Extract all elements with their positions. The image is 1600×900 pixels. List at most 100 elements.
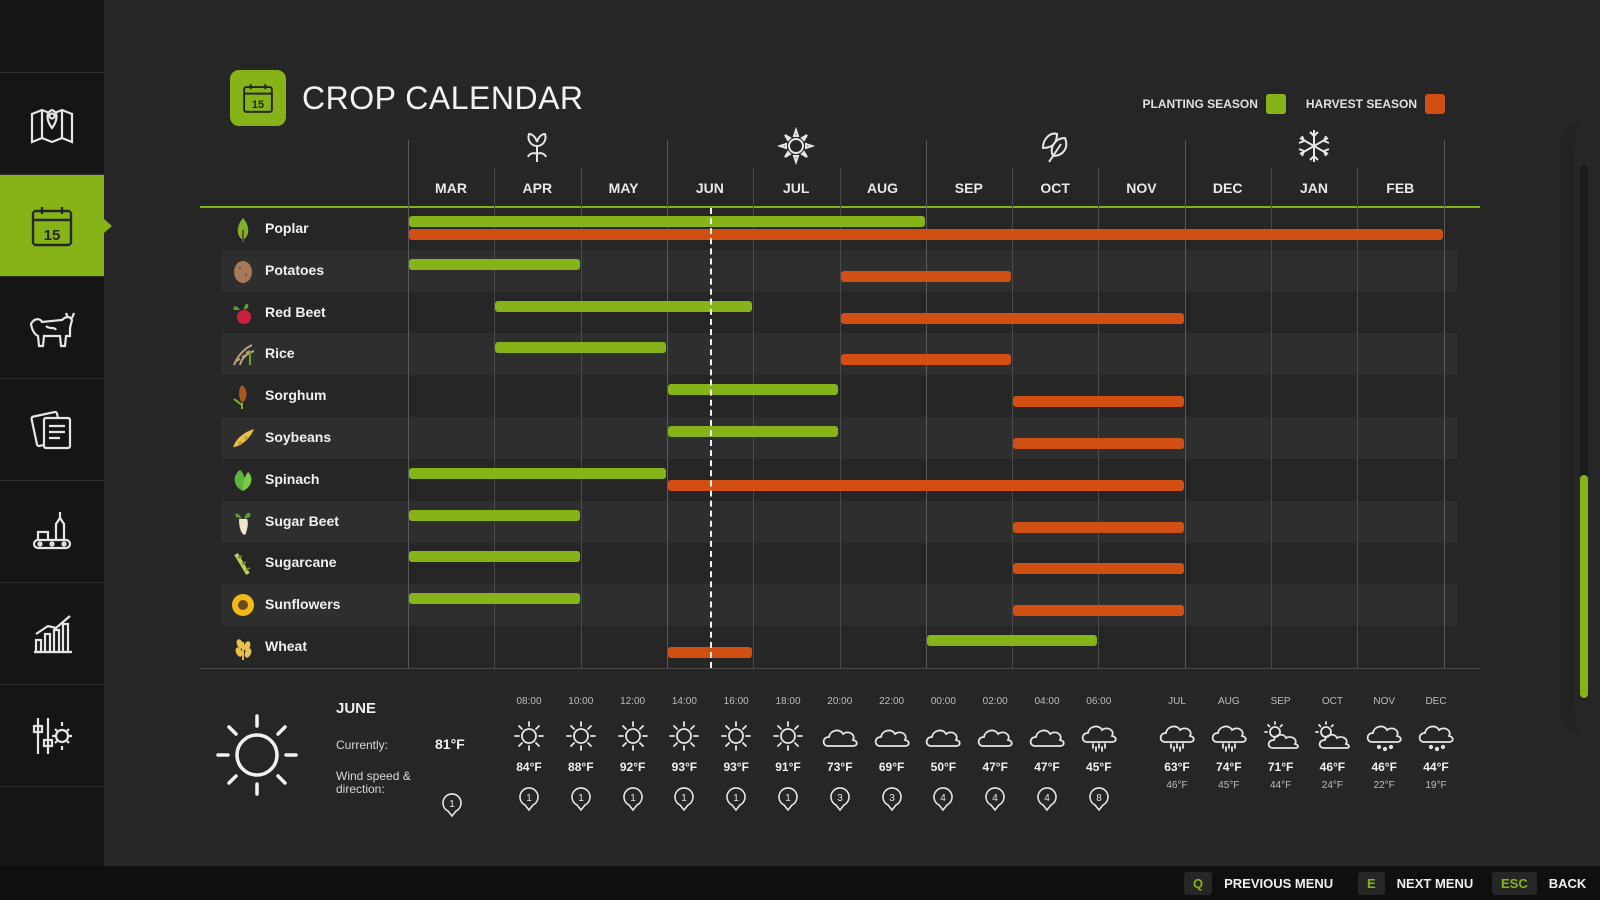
crop-name: Sugar Beet [265,512,339,529]
hourly-forecast-item: 00:00 50°F 4 [917,696,969,812]
weather-month: JUNE [336,700,377,717]
crop-name: Wheat [265,638,307,654]
svg-text:4: 4 [941,793,947,804]
forecast-time: 22:00 [879,696,905,707]
crop-row-spinach[interactable]: Spinach [222,459,1457,501]
next-menu-label: NEXT MENU [1396,875,1474,891]
wind-direction-icon: 3 [830,787,850,812]
crop-row-rice[interactable]: Rice [222,333,1457,375]
sugar-beet-icon [235,512,251,535]
autumn-icon [1042,132,1068,163]
scrollbar-track[interactable] [1580,166,1588,698]
sidebar-item-animals[interactable] [0,276,104,379]
forecast-high: 44°F [1423,760,1449,774]
crop-row-poplar[interactable]: Poplar [222,208,1457,250]
forecast-time: 14:00 [671,696,697,707]
planting-bar [409,509,580,521]
bottom-divider [200,668,1480,669]
forecast-time: 04:00 [1034,696,1060,707]
sunflower-icon [232,594,254,617]
partly-cloudy-icon [1315,721,1351,749]
rice-icon [233,344,255,366]
forecast-month: NOV [1373,696,1396,707]
hourly-forecast-item: 16:00 93°F 1 [710,696,762,812]
soybean-icon [233,429,254,447]
back-button[interactable]: ESC BACK [1492,866,1586,900]
factory-icon [32,512,72,550]
scrollbar-thumb[interactable] [1580,475,1588,698]
crop-name: Red Beet [265,303,326,320]
month-label: JUL [782,180,810,196]
cloud-icon [874,729,910,747]
cow-icon [29,312,76,348]
crop-calendar: MAR APR MAY JUN JUL AUG SEP OCT NOV DEC JAN FEB Popl… [200,126,1480,669]
sugarcane-icon [234,553,251,576]
cloud-icon [1029,729,1065,747]
crop-row-sugar-beet[interactable]: Sugar Beet [222,501,1457,543]
crop-row-sunflowers[interactable]: Sunflowers [222,584,1457,626]
crop-row-wheat[interactable]: Wheat [222,626,1457,668]
crop-row-potatoes[interactable]: Potatoes [222,250,1457,292]
sidebar-item-contracts[interactable] [0,378,104,481]
crop-name: Spinach [265,470,320,487]
wind-direction-icon: 3 [881,787,902,812]
forecast-time: 02:00 [982,696,1008,707]
hourly-forecast-item: 04:00 47°F 4 [1021,696,1073,812]
month-gridline [408,140,409,668]
month-label: JAN [1299,180,1328,196]
forecast-high: 63°F [1164,760,1190,774]
forecast-month: DEC [1425,696,1447,707]
page-title: CROP CALENDAR [302,80,584,116]
wind-indicator-current: 1 [440,780,464,818]
monthly-forecast-item: DEC 44°F 19°F [1410,696,1462,791]
partly-cloudy-icon [1263,721,1299,749]
crop-row-soybeans[interactable]: Soybeans [222,417,1457,459]
sidebar-item-production[interactable] [0,480,104,583]
bar-chart-icon [34,615,72,654]
sidebar-item-calendar[interactable]: 15 [0,174,112,277]
forecast-month: JUL [1168,696,1186,707]
previous-menu-button[interactable]: Q PREVIOUS MENU [1184,866,1333,900]
planting-bar [667,384,839,396]
crop-row-red-beet[interactable]: Red Beet [222,292,1457,334]
sun-icon [216,714,298,796]
planting-bar [409,551,580,563]
month-gridline [1098,168,1100,668]
rain-icon [1159,725,1195,752]
month-gridline [753,168,755,668]
month-gridline [494,168,496,668]
sidebar-item-map[interactable] [0,72,104,175]
month-gridline [925,140,927,668]
wind-direction-icon: 1 [778,787,798,812]
wind-direction-icon: 8 [1089,787,1109,812]
legend-planting-swatch [1265,94,1286,114]
forecast-low: 45°F [1218,780,1240,791]
svg-text:3: 3 [837,793,843,804]
sun-icon [721,721,752,751]
forecast-time: 00:00 [930,696,956,707]
svg-text:4: 4 [992,793,998,804]
sun-icon [617,721,648,751]
sidebar-item-settings[interactable] [0,684,104,787]
harvest-bar [1013,438,1184,449]
wind-direction-icon: 1 [726,787,746,812]
forecast-low: 19°F [1425,780,1447,791]
month-label: FEB [1386,180,1415,196]
wind-direction-icon: 1 [674,787,695,812]
calendar-icon: 15 [31,207,73,247]
rain-icon [1211,725,1247,752]
sidebar-item-statistics[interactable] [0,582,104,685]
crop-row-sugarcane[interactable]: Sugarcane [222,542,1457,584]
crop-row-sorghum[interactable]: Sorghum [222,375,1457,417]
cloud-icon [926,729,962,747]
current-temp-value: 81°F [435,736,465,752]
svg-text:1: 1 [449,799,455,810]
planting-bar [926,635,1098,646]
next-menu-button[interactable]: E NEXT MENU [1358,866,1473,900]
hourly-forecast-item: 22:00 69°F 3 [866,696,918,812]
forecast-time: 08:00 [516,696,542,707]
forecast-time: 16:00 [723,696,749,707]
calendar-icon: 15 [243,84,273,113]
harvest-bar [667,647,753,658]
cloud-icon [977,729,1013,747]
